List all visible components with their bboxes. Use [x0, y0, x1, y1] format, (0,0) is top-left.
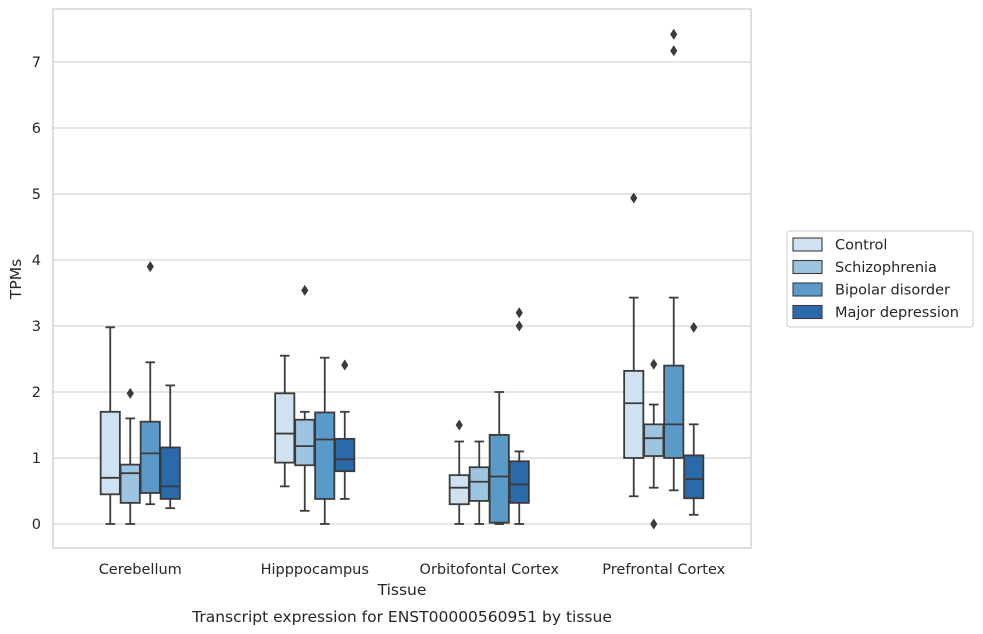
box-1-0 — [274, 354, 296, 488]
box-3-3 — [683, 321, 705, 516]
legend-swatch — [792, 237, 823, 252]
plot-frame — [52, 8, 752, 549]
legend-items: Control Schizophrenia Bipolar disorder Majo… — [792, 237, 959, 321]
legend-label: Schizophrenia — [835, 260, 937, 276]
outlier-marker — [670, 45, 678, 57]
y-tick-label: 3 — [32, 319, 41, 335]
legend-swatch — [792, 282, 823, 297]
y-tick-label: 2 — [32, 385, 41, 401]
outlier-marker — [630, 192, 638, 204]
x-tick-label: Prefrontal Cortex — [602, 562, 725, 578]
box-2-1 — [468, 440, 490, 525]
legend-frame — [786, 230, 974, 328]
legend-label: Bipolar disorder — [835, 283, 950, 299]
box-1-2 — [314, 356, 336, 525]
y-tick-label: 7 — [32, 55, 41, 71]
iqr-box — [683, 454, 705, 500]
outlier-marker — [455, 419, 463, 431]
iqr-box — [663, 364, 685, 459]
outlier-marker — [126, 387, 134, 399]
iqr-box — [488, 433, 510, 524]
iqr-box — [468, 466, 490, 502]
outlier-marker — [515, 320, 523, 332]
box-0-0 — [99, 326, 121, 525]
iqr-box — [99, 410, 121, 496]
box-1-3 — [334, 359, 356, 500]
legend: Control Schizophrenia Bipolar disorder Majo… — [786, 230, 974, 328]
iqr-box — [159, 446, 181, 500]
outlier-marker — [146, 261, 154, 273]
legend-label: Major depression — [835, 305, 959, 321]
figure-caption: Transcript expression for ENST0000056095… — [191, 608, 612, 626]
y-axis-label: TPMs — [7, 259, 25, 300]
y-tick-labels: 0 1 2 3 4 5 6 7 — [32, 55, 41, 533]
outlier-marker — [341, 359, 349, 371]
x-tick-label: Hipppocampus — [261, 562, 369, 578]
iqr-box — [623, 369, 645, 459]
y-tick-label: 0 — [32, 517, 41, 533]
legend-label: Control — [835, 238, 887, 254]
box-3-0 — [623, 192, 645, 498]
outlier-marker — [650, 358, 658, 370]
iqr-box — [334, 437, 356, 473]
legend-swatch — [792, 304, 823, 320]
box-2-2 — [488, 391, 510, 525]
box-2-3 — [508, 307, 530, 525]
box-2-0 — [448, 419, 470, 525]
x-tick-label: Orbitofontal Cortex — [420, 562, 560, 578]
y-tick-label: 5 — [32, 187, 41, 203]
x-tick-labels: Cerebellum Hipppocampus Orbitofontal Corte… — [99, 562, 726, 578]
iqr-box — [274, 392, 296, 464]
iqr-box — [508, 460, 530, 504]
box-0-3 — [159, 384, 181, 510]
box-1-1 — [294, 284, 316, 512]
box-3-2 — [663, 28, 685, 492]
outlier-marker — [515, 307, 523, 319]
outlier-marker — [650, 518, 658, 530]
iqr-box — [294, 418, 316, 467]
box-series — [99, 28, 705, 530]
box-0-1 — [119, 387, 141, 525]
y-tick-label: 4 — [32, 253, 41, 269]
y-tick-label: 6 — [32, 121, 41, 137]
outlier-marker — [301, 284, 309, 296]
iqr-box — [643, 423, 665, 457]
box-0-2 — [139, 261, 161, 506]
legend-swatch — [792, 259, 823, 275]
outlier-marker — [690, 321, 698, 333]
x-axis-label: Tissue — [377, 581, 427, 599]
iqr-box — [314, 411, 336, 500]
iqr-box — [139, 420, 161, 494]
outlier-marker — [670, 28, 678, 40]
x-tick-label: Cerebellum — [99, 562, 182, 578]
y-tick-label: 1 — [32, 451, 41, 467]
iqr-box — [119, 463, 141, 504]
box-3-1 — [643, 358, 665, 530]
iqr-box — [448, 474, 470, 506]
